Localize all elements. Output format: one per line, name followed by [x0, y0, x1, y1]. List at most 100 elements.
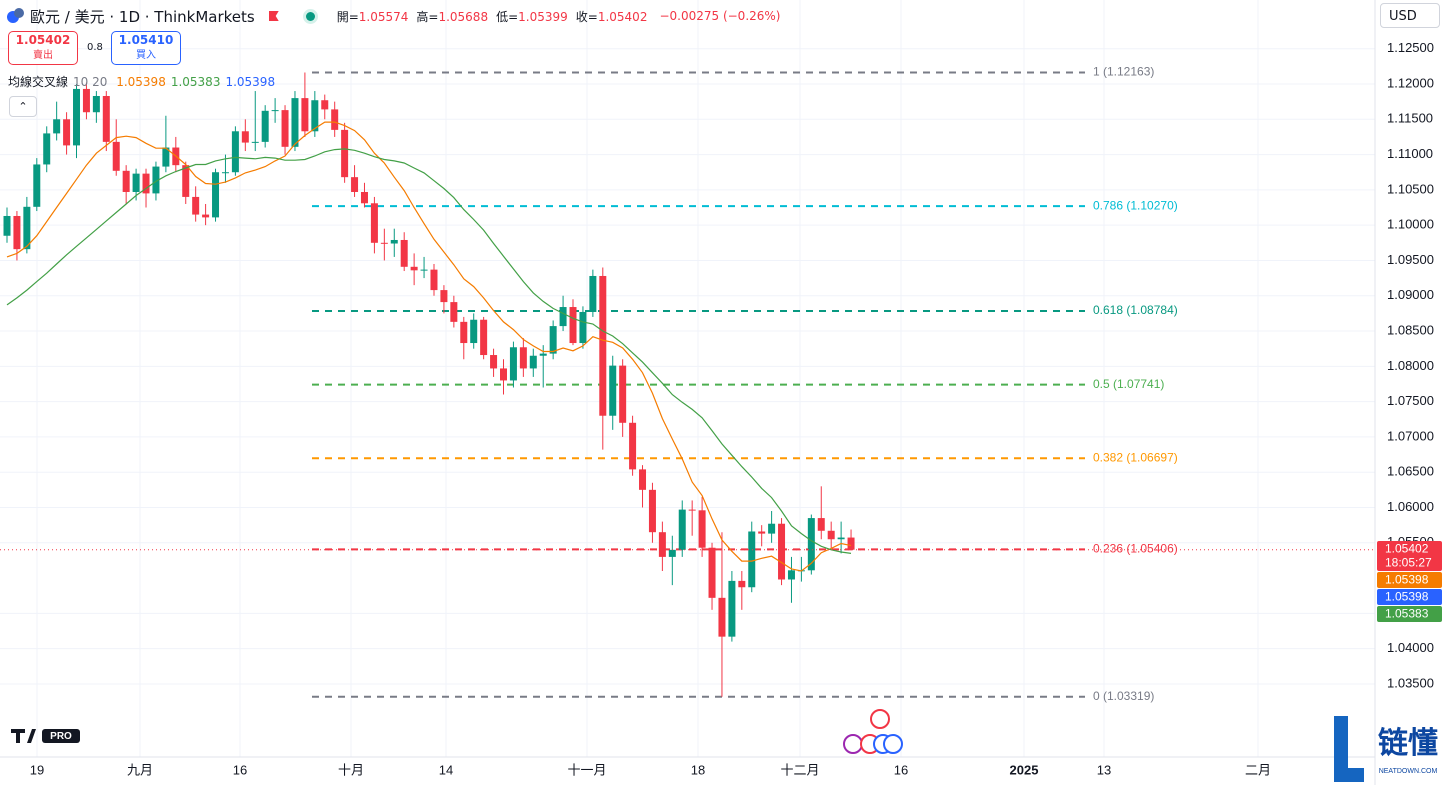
- candle-body: [410, 266, 418, 271]
- watermark-title: 链懂: [1378, 726, 1438, 760]
- buy-label: 買入: [136, 50, 156, 61]
- indicator-params: 10 20: [73, 75, 108, 89]
- candle-body: [261, 110, 269, 142]
- moving-averages: [0, 121, 1375, 572]
- pro-badge: [42, 729, 80, 743]
- candle-body: [708, 547, 716, 598]
- event-icon[interactable]: [843, 734, 863, 754]
- x-tick-label: 18: [691, 762, 705, 777]
- candle-body: [321, 100, 329, 110]
- buy-price: 1.05410: [118, 33, 174, 47]
- candle-body: [251, 141, 259, 143]
- candle-body: [3, 215, 11, 236]
- price-tag: [1377, 541, 1442, 571]
- price-tag-value: 1.05402: [1385, 542, 1429, 556]
- candle-body: [718, 597, 726, 637]
- candle-body: [778, 523, 786, 580]
- candle-body: [301, 98, 309, 132]
- candle-body: [291, 98, 299, 147]
- flag-icon[interactable]: [268, 11, 279, 21]
- candle-body: [629, 422, 637, 470]
- candle-body: [559, 307, 567, 327]
- candle-body: [529, 355, 537, 369]
- candle-body: [23, 206, 31, 250]
- candle-body: [658, 532, 666, 557]
- y-tick-label: 1.03500: [1387, 675, 1434, 690]
- candle-body: [490, 355, 498, 369]
- candle-body: [92, 95, 100, 113]
- candle-body: [807, 518, 815, 571]
- candle-body: [370, 203, 378, 243]
- price-tag: [1377, 572, 1442, 588]
- candle-body: [241, 131, 249, 143]
- sell-price: 1.05402: [15, 33, 71, 47]
- candle-body: [231, 131, 239, 173]
- candle-body: [360, 191, 368, 204]
- event-icon[interactable]: [870, 709, 890, 729]
- candle-body: [331, 109, 339, 130]
- y-tick-label: 1.06000: [1387, 499, 1434, 514]
- price-tag-countdown: 18:05:27: [1385, 556, 1432, 570]
- y-tick-label: 1.12000: [1387, 75, 1434, 90]
- x-tick-label: 16: [894, 762, 908, 777]
- tv-logo: PRO: [11, 729, 80, 743]
- candle-body: [589, 275, 597, 312]
- ohlc-value: 1.05688: [438, 9, 489, 24]
- fib-label: 0.618 (1.08784): [1093, 303, 1178, 317]
- candle-body: [142, 173, 150, 194]
- candle-body: [311, 100, 319, 132]
- candle-body: [450, 302, 458, 322]
- market-status: [305, 11, 315, 21]
- symbol-title[interactable]: 歐元 / 美元 · 1D · ThinkMarkets: [30, 7, 255, 26]
- candle-body: [609, 365, 617, 416]
- indicator-name[interactable]: 均線交叉線: [8, 75, 69, 89]
- ohlc-value: 1.05574: [358, 9, 409, 24]
- y-tick-label: 1.09500: [1387, 252, 1434, 267]
- candle-body: [271, 110, 279, 112]
- x-tick-label: 九月: [127, 762, 153, 777]
- collapse-button[interactable]: ⌃: [9, 96, 37, 117]
- indicator-value: 1.05398: [225, 75, 276, 89]
- candle-body: [122, 170, 130, 192]
- candle-body: [787, 570, 795, 580]
- candle-body: [648, 489, 656, 533]
- candle-body: [351, 177, 359, 192]
- candle-body: [341, 129, 349, 178]
- candle-body: [43, 133, 51, 165]
- currency-button[interactable]: USD: [1380, 3, 1440, 28]
- y-tick-label: 1.08500: [1387, 322, 1434, 337]
- ohlc-value: 1.05402: [597, 9, 648, 24]
- fib-label: 0.786 (1.10270): [1093, 198, 1178, 212]
- buy-button[interactable]: 1.05410 買入: [111, 31, 181, 65]
- events: [843, 709, 903, 754]
- candle-body: [847, 537, 855, 550]
- ohlc-label: 收=: [575, 9, 598, 24]
- candle-body: [380, 242, 388, 244]
- sell-label: 賣出: [33, 50, 53, 61]
- y-tick-label: 1.07500: [1387, 393, 1434, 408]
- event-icon[interactable]: [883, 734, 903, 754]
- candle-body: [480, 319, 488, 356]
- candle-body: [112, 141, 120, 171]
- y-tick-label: 1.07000: [1387, 428, 1434, 443]
- watermark-logo: [1334, 716, 1364, 782]
- indicator-legend: 均線交叉線 10 20 1.05398 1.05383 1.05398: [8, 73, 280, 90]
- candle-body: [748, 531, 756, 588]
- pro-text: PRO: [50, 731, 72, 742]
- sell-button[interactable]: 1.05402 賣出: [8, 31, 78, 65]
- symbol-icon: [7, 8, 24, 23]
- candle-body: [182, 165, 190, 197]
- change: −0.00275 (−0.26%): [659, 9, 781, 23]
- ohlc: 開=1.05574 高=1.05688 低=1.05399 收=1.05402: [337, 8, 656, 25]
- candle-body: [73, 88, 81, 146]
- candle-body: [460, 321, 468, 344]
- watermark-site: NEATDOWN.COM: [1379, 768, 1438, 775]
- candle-body: [202, 214, 210, 218]
- ohlc-label: 高=: [416, 9, 439, 24]
- x-tick-label: 13: [1097, 762, 1111, 777]
- y-tick-label: 1.04000: [1387, 640, 1434, 655]
- header: 歐元 / 美元 · 1D · ThinkMarkets 開=1.05574 高=1…: [0, 4, 780, 28]
